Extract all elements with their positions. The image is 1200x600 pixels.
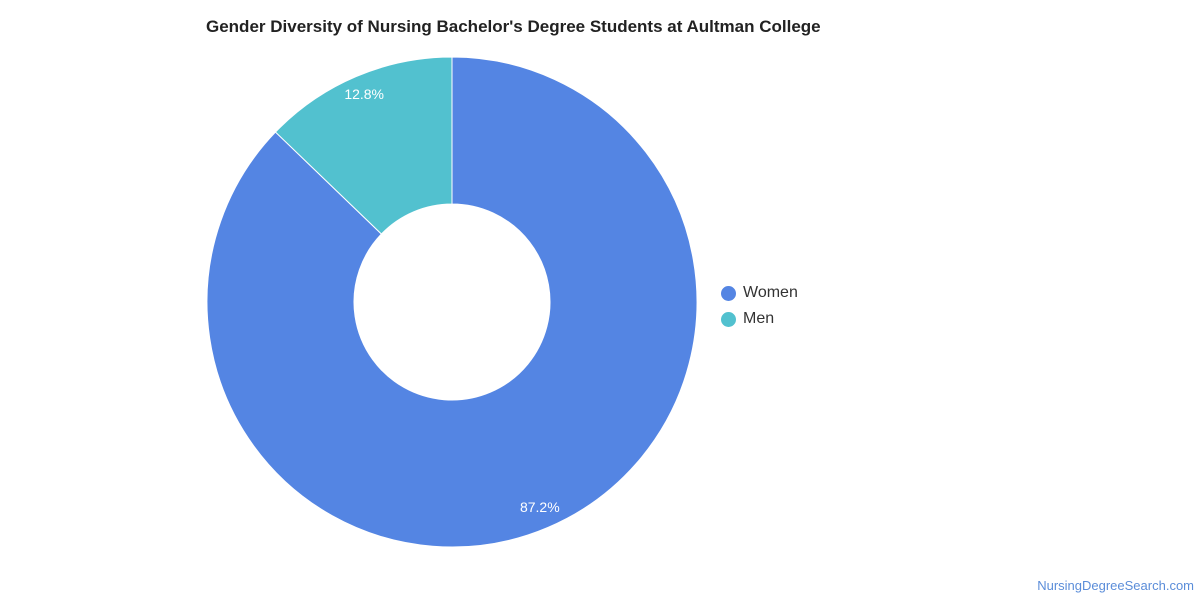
chart-title: Gender Diversity of Nursing Bachelor's D… [206,17,821,36]
legend-item-women[interactable]: Women [721,280,798,306]
slice-label-women: 87.2% [520,499,560,515]
legend-label-women: Women [743,284,798,301]
legend-item-men[interactable]: Men [721,306,798,332]
legend-swatch-men [721,311,736,327]
slice-women[interactable] [206,56,698,548]
legend-swatch-women [721,285,736,301]
legend-label-men: Men [743,310,775,327]
slice-label-men: 12.8% [344,86,384,102]
watermark-link[interactable]: NursingDegreeSearch.com [1037,578,1194,593]
legend: Women Men [721,280,798,332]
slice-men[interactable] [274,56,453,235]
